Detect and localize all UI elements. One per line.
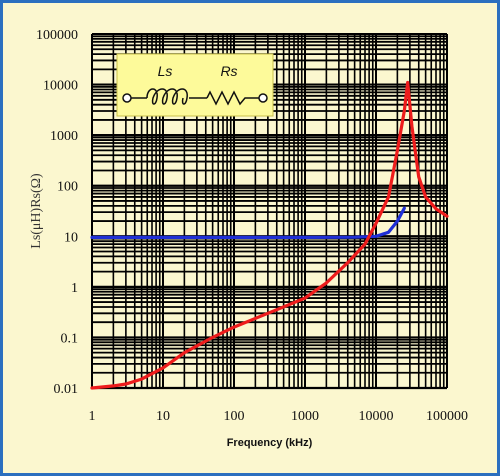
inset-label-rs: Rs [220,63,237,79]
y-tick-label: 100 [57,180,78,195]
x-tick-label: 100000 [426,409,468,424]
x-axis-label: Frequency (kHz) [227,437,313,449]
x-tick-label: 100 [224,409,245,424]
circuit-inset: Ls Rs [116,53,274,117]
x-tick-label: 10 [156,409,170,424]
y-tick-label: 1 [71,281,78,296]
y-tick-label: 10 [64,230,78,245]
x-tick-label: 1000 [291,409,319,424]
x-tick-label: 10000 [359,409,394,424]
inductor-symbol [146,88,188,105]
y-axis-label: Ls(μH)Rs(Ω) [29,173,44,249]
x-tick-label: 1 [89,409,96,424]
resistor-symbol [206,90,259,106]
y-tick-label: 10000 [43,79,78,94]
inset-label-ls: Ls [158,63,173,79]
series-line-1 [90,206,406,239]
y-tick-label: 0.01 [54,382,79,397]
series-line-2 [90,80,449,390]
y-tick-label: 1000 [50,129,78,144]
terminal-right [258,93,268,103]
series-group [90,80,449,390]
x-tick-labels: 1 10 100 1000 10000 100000 [89,409,469,424]
y-tick-label: 100000 [36,28,78,43]
terminal-left [122,93,132,103]
inset-box [116,53,274,117]
y-tick-labels: 0.01 0.1 1 10 100 1000 10000 100000 [36,28,78,397]
y-tick-label: 0.1 [61,331,79,346]
